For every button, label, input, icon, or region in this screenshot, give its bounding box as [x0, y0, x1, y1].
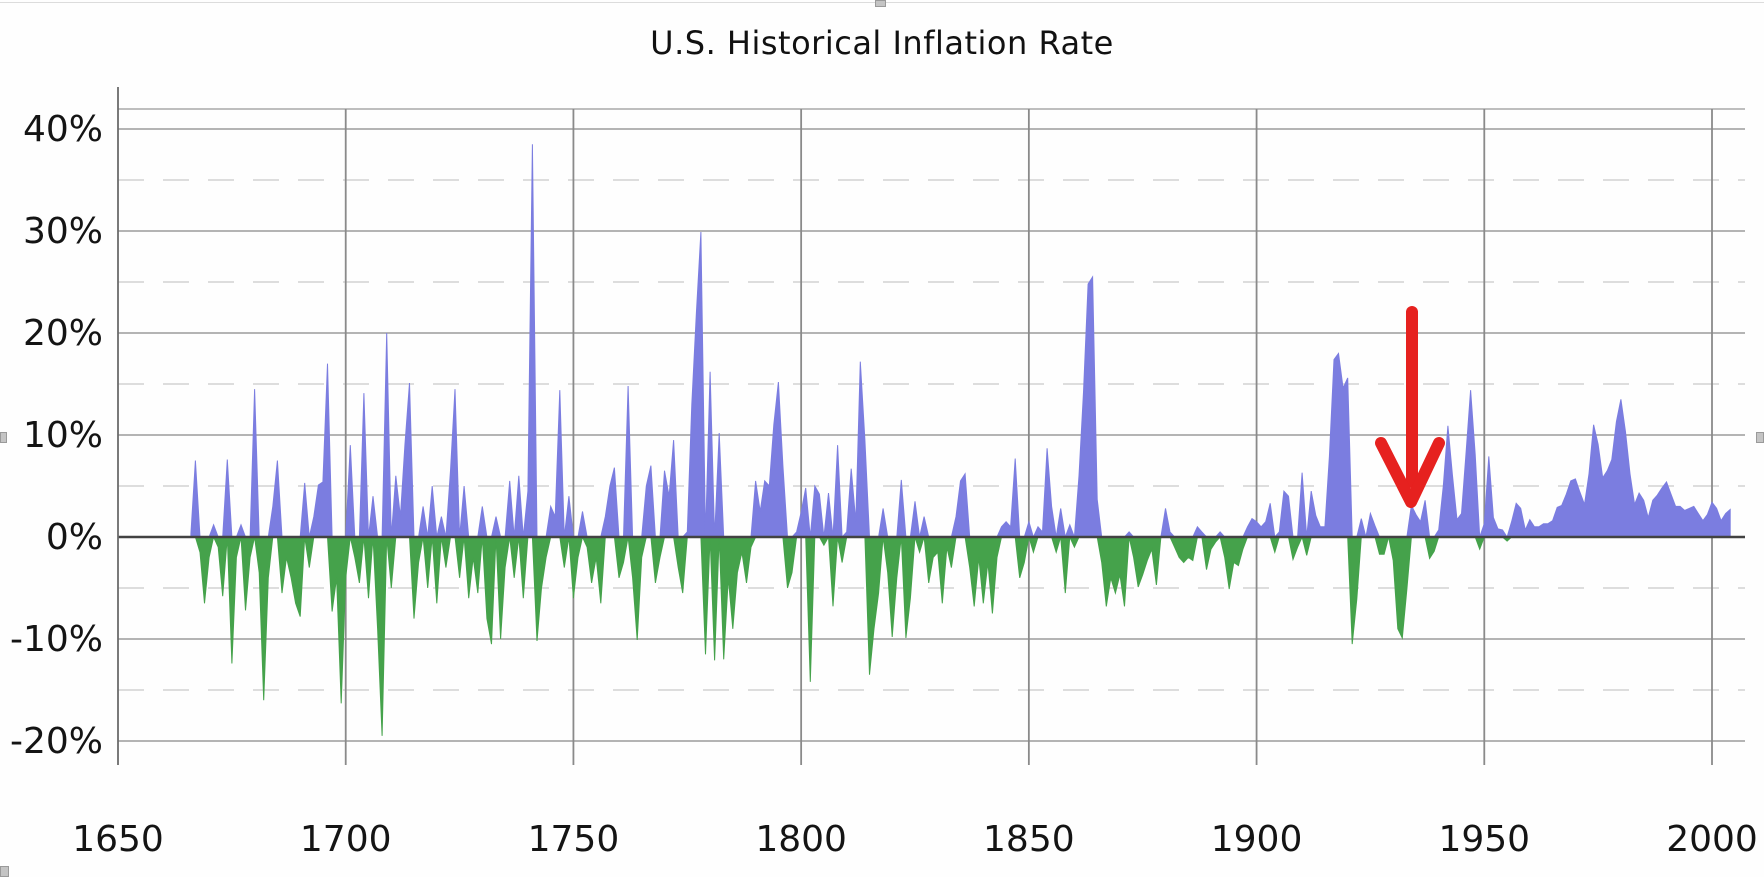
y-tick-label: 10%: [23, 415, 103, 456]
x-tick-label: 1900: [1211, 819, 1303, 860]
major-gridlines: [118, 108, 1745, 742]
y-tick-label: 20%: [23, 313, 103, 354]
x-tick-label: 1950: [1438, 819, 1530, 860]
negative-deflation-area: [190, 535, 1731, 736]
y-axis-labels: 40% 30% 20% 10% 0% -10% -20%: [10, 109, 103, 762]
resize-handle-left-middle[interactable]: [0, 432, 7, 443]
x-axis-labels: 1650 1700 1750 1800 1850 1900 1950 2000: [72, 819, 1758, 860]
y-tick-label: 30%: [23, 211, 103, 252]
inflation-series: [190, 144, 1731, 736]
chart-title: U.S. Historical Inflation Rate: [650, 24, 1114, 62]
y-tick-label: 40%: [23, 109, 103, 150]
x-tick-label: 1750: [528, 819, 620, 860]
resize-handle-bottom-left[interactable]: [0, 866, 9, 877]
x-tick-label: 1700: [300, 819, 392, 860]
arrow-head: [1375, 437, 1445, 508]
y-tick-label: 0%: [46, 517, 103, 558]
x-tick-label: 1650: [72, 819, 164, 860]
positive-inflation-area: [190, 144, 1731, 539]
vertical-gridlines: [344, 109, 1713, 765]
x-tick-label: 2000: [1666, 819, 1758, 860]
axes: [117, 87, 1745, 765]
red-arrow-annotation: [1375, 306, 1445, 508]
y-tick-label: -20%: [10, 721, 103, 762]
resize-handle-top-center[interactable]: [875, 0, 886, 7]
y-tick-label: -10%: [10, 619, 103, 660]
x-tick-label: 1850: [983, 819, 1075, 860]
x-tick-label: 1800: [755, 819, 847, 860]
resize-handle-right-middle[interactable]: [1756, 432, 1764, 443]
